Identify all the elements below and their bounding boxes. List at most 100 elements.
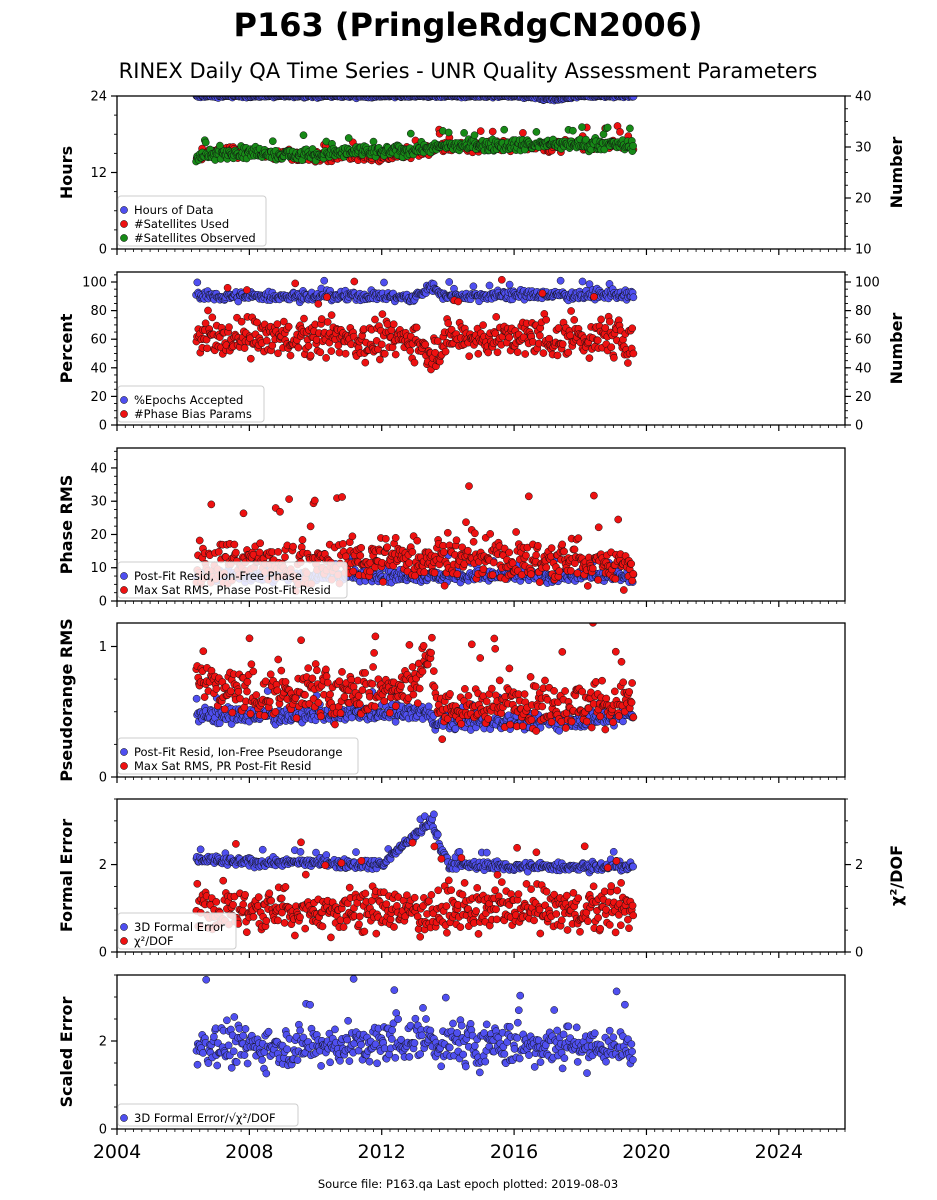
data-point — [506, 720, 515, 729]
data-point — [247, 660, 256, 669]
data-point — [542, 315, 551, 324]
data-point — [266, 670, 275, 679]
data-point — [201, 319, 210, 328]
data-point — [322, 354, 330, 362]
data-point — [331, 720, 339, 729]
data-point — [243, 286, 251, 294]
data-point — [349, 567, 358, 576]
data-point — [336, 709, 345, 718]
data-point — [413, 536, 422, 545]
data-point — [246, 354, 255, 363]
data-point — [505, 333, 514, 342]
data-point — [444, 128, 453, 137]
y-tick-label: 40 — [90, 361, 107, 376]
y-tick-label-right: 40 — [855, 90, 872, 105]
data-point — [555, 567, 564, 575]
data-point — [493, 348, 502, 357]
data-point — [281, 678, 290, 686]
data-point — [607, 343, 616, 352]
y-tick-label: 30 — [90, 495, 107, 510]
data-point — [301, 691, 309, 699]
legend-entry: Post-Fit Resid, Ion-Free Phase — [134, 569, 302, 583]
data-point — [590, 292, 598, 301]
y-tick-label: 80 — [90, 304, 107, 319]
data-point — [585, 354, 594, 362]
data-point — [610, 353, 618, 362]
data-point — [628, 576, 637, 585]
data-point — [243, 687, 251, 696]
data-point — [614, 515, 623, 524]
data-point — [574, 534, 583, 542]
data-point — [327, 311, 336, 319]
data-points — [192, 623, 638, 744]
legend-entry: #Phase Bias Params — [134, 407, 252, 421]
data-point — [350, 277, 359, 286]
data-point — [371, 702, 379, 711]
data-point — [462, 518, 470, 527]
data-point — [348, 532, 357, 541]
series-1 — [192, 276, 638, 307]
data-point — [453, 570, 462, 578]
data-point — [583, 582, 592, 590]
data-point — [368, 680, 377, 688]
data-point — [314, 698, 323, 707]
data-point — [192, 694, 201, 703]
data-point — [444, 319, 453, 328]
data-point — [371, 315, 379, 324]
data-point — [446, 690, 454, 698]
data-point — [605, 317, 614, 326]
data-point — [308, 674, 317, 683]
data-point — [454, 297, 463, 306]
data-point — [313, 666, 321, 675]
y-tick-label-right: 100 — [855, 276, 880, 291]
data-point — [613, 88, 620, 95]
data-point — [405, 641, 414, 649]
data-point — [405, 559, 414, 567]
data-point — [203, 344, 212, 353]
data-point — [532, 128, 541, 136]
data-point — [378, 310, 387, 318]
data-point — [246, 709, 255, 718]
data-point — [513, 348, 522, 357]
data-point — [310, 496, 319, 505]
data-point — [629, 293, 638, 302]
data-point — [556, 276, 565, 285]
data-point — [460, 129, 468, 137]
data-point — [391, 533, 400, 542]
y-tick-label: 24 — [90, 90, 107, 105]
y-tick-label: 0 — [99, 595, 107, 610]
data-point — [357, 543, 366, 552]
data-point — [443, 528, 452, 537]
data-point — [381, 534, 390, 543]
data-point — [415, 684, 424, 693]
data-point — [311, 660, 320, 668]
data-point — [344, 134, 353, 142]
data-point — [408, 663, 417, 671]
data-point — [335, 677, 344, 686]
data-point — [566, 566, 575, 575]
data-point — [560, 547, 568, 556]
y-tick-label-right: 30 — [855, 141, 872, 156]
data-point — [594, 576, 602, 584]
data-point — [234, 687, 243, 696]
legend-entry: #Satellites Used — [134, 217, 229, 231]
data-point — [223, 283, 232, 292]
data-point — [413, 699, 422, 708]
y-axis-label-right: Number — [887, 137, 906, 209]
data-point — [298, 536, 307, 544]
data-point — [208, 313, 217, 322]
data-point — [195, 536, 204, 545]
data-point — [232, 548, 240, 557]
legend-entry: %Epochs Accepted — [134, 393, 243, 407]
data-point — [338, 493, 346, 501]
series-2 — [192, 482, 638, 596]
data-point — [464, 546, 472, 555]
y-axis-label: Percent — [57, 313, 76, 383]
data-point — [532, 551, 540, 560]
data-point — [281, 553, 289, 561]
data-point — [274, 548, 282, 556]
data-point — [567, 307, 575, 315]
